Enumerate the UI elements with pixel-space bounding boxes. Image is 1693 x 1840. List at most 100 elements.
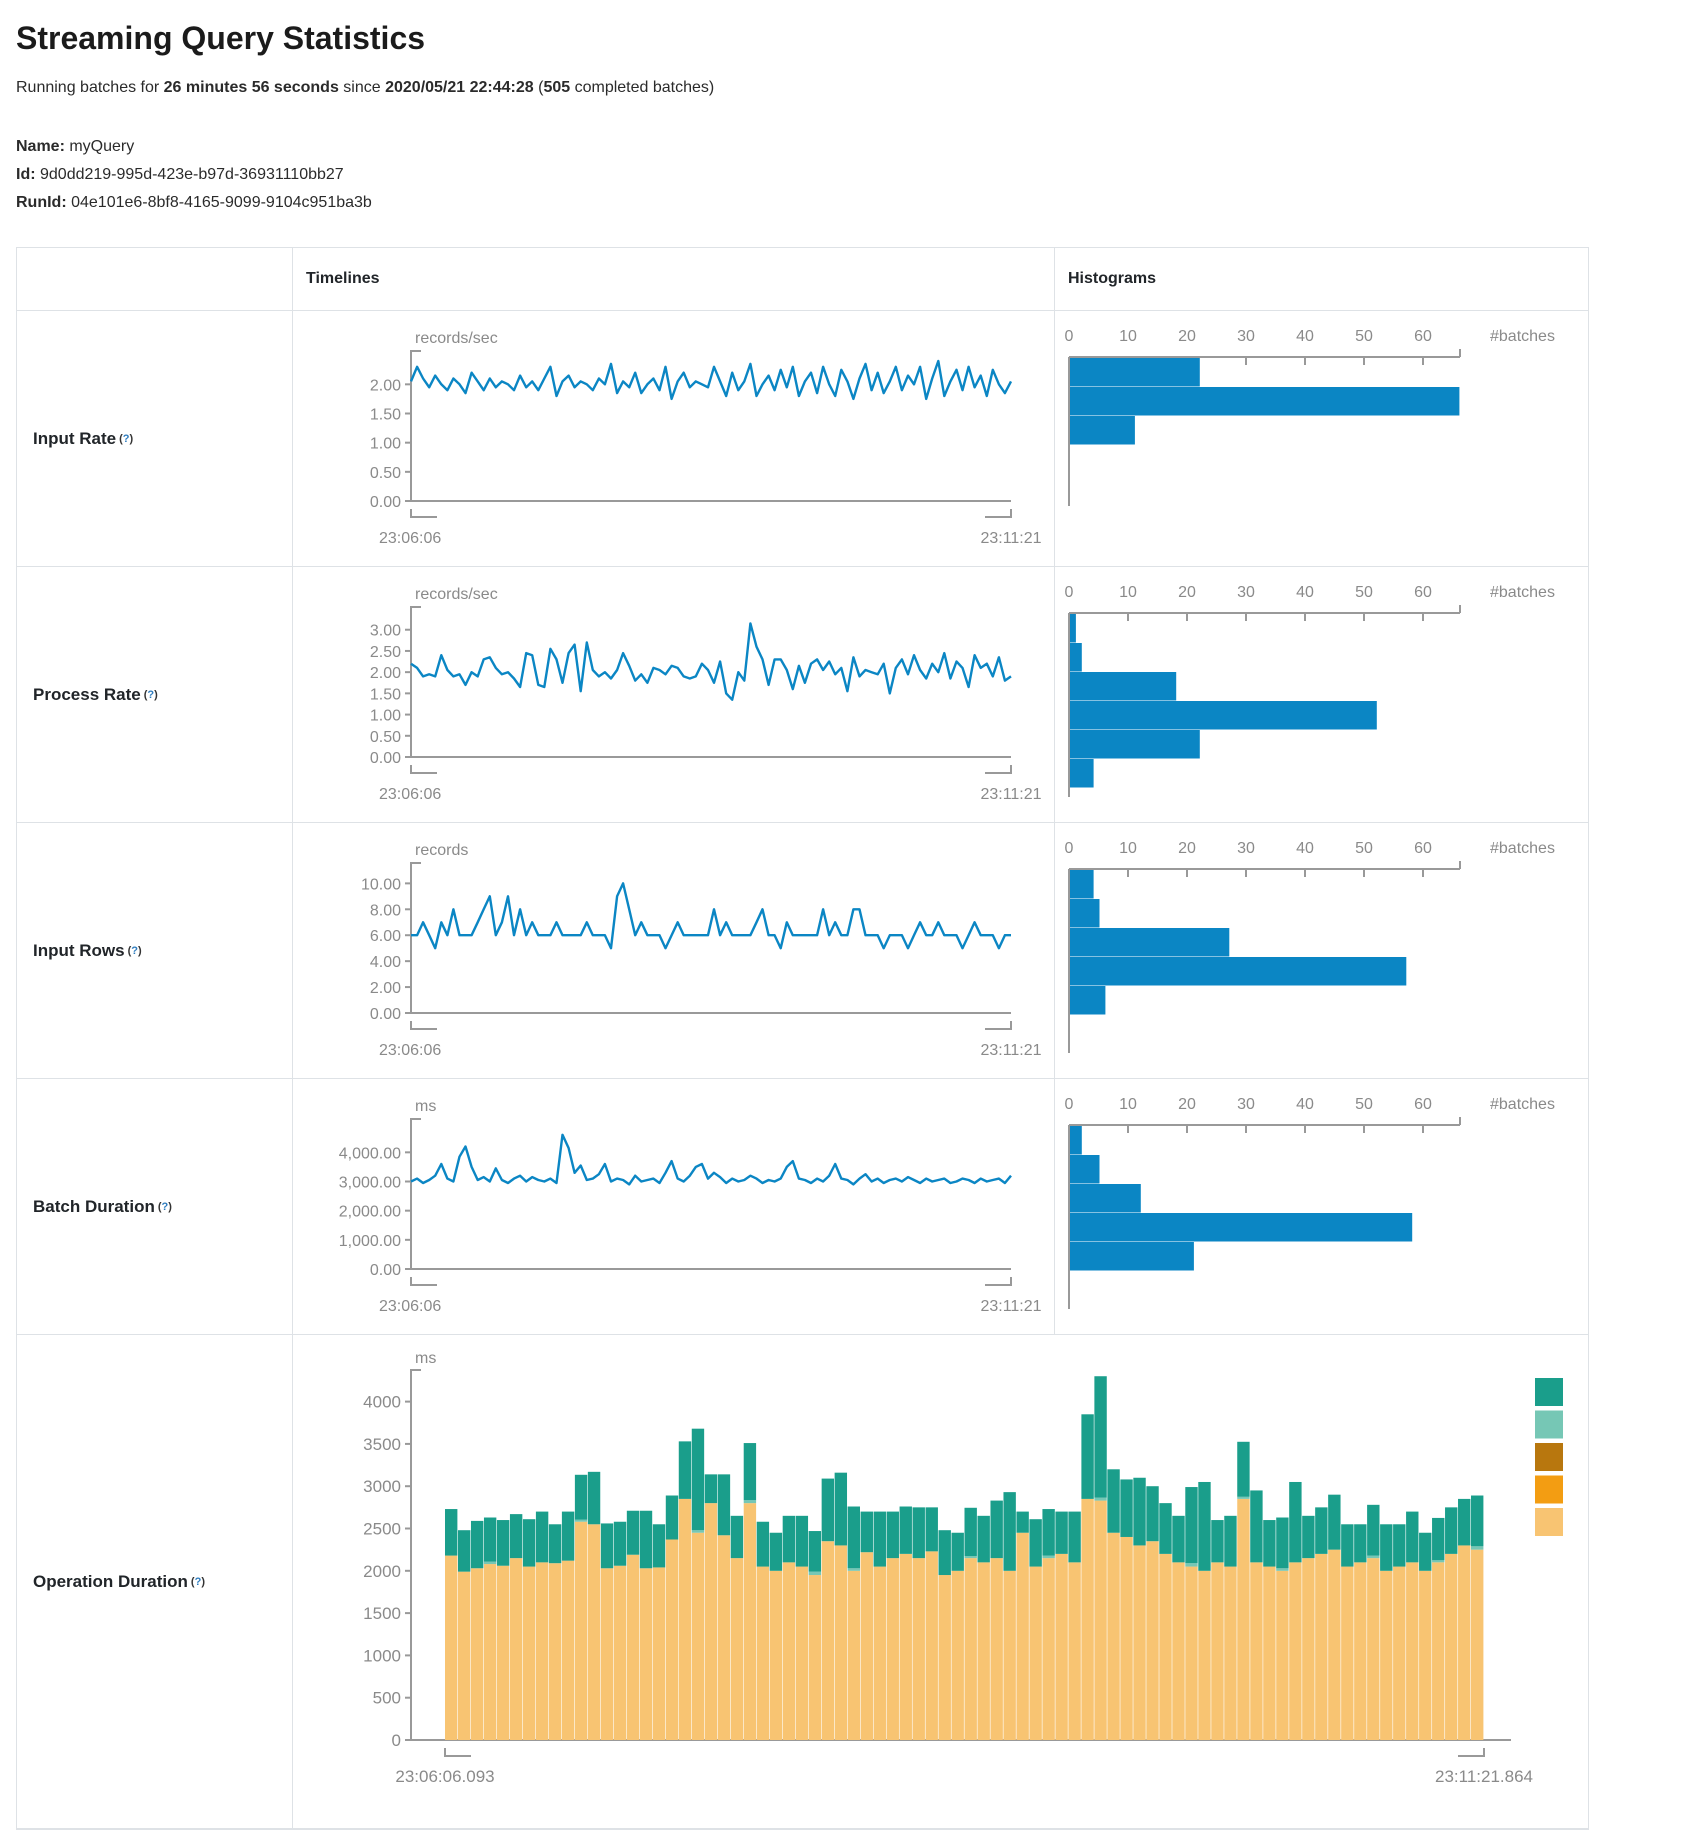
legend-swatch-4 bbox=[1535, 1508, 1563, 1536]
svg-text:50: 50 bbox=[1355, 1096, 1373, 1113]
svg-text:#batches: #batches bbox=[1490, 584, 1555, 601]
query-info: Name: myQuery Id: 9d0dd219-995d-423e-b97… bbox=[16, 133, 1677, 217]
running-batches-summary: Running batches for 26 minutes 56 second… bbox=[16, 79, 1677, 97]
row-label-text: Operation Duration bbox=[33, 1571, 188, 1591]
svg-text:30: 30 bbox=[1237, 1096, 1255, 1113]
help-icon[interactable]: (?) bbox=[127, 944, 142, 957]
svg-text:23:11:21.864: 23:11:21.864 bbox=[1435, 1767, 1533, 1786]
start-time: 2020/05/21 22:44:28 bbox=[385, 79, 534, 96]
query-id-value: 9d0dd219-995d-423e-b97d-36931110bb27 bbox=[35, 166, 344, 183]
svg-text:2.00: 2.00 bbox=[370, 665, 401, 682]
svg-text:10.00: 10.00 bbox=[361, 876, 401, 893]
svg-text:30: 30 bbox=[1237, 328, 1255, 345]
row-label-input-rows: Input Rows (?) bbox=[17, 823, 293, 1079]
svg-text:20: 20 bbox=[1178, 840, 1196, 857]
svg-text:0: 0 bbox=[392, 1731, 401, 1750]
table-row-operation-duration: Operation Duration (?) ms 4000 3500 3000 2500… bbox=[17, 1335, 1588, 1829]
input-rate-histogram-chart: 0 10 20 30 40 50 60 #batches bbox=[1055, 311, 1588, 567]
svg-text:40: 40 bbox=[1296, 840, 1314, 857]
row-label-text: Batch Duration bbox=[33, 1196, 155, 1216]
svg-text:3000: 3000 bbox=[363, 1477, 401, 1496]
table-row-input-rate: Input Rate (?) records/sec 2.00 1.50 1.00 0.5… bbox=[17, 311, 1588, 567]
svg-text:500: 500 bbox=[373, 1689, 401, 1708]
svg-text:30: 30 bbox=[1237, 584, 1255, 601]
svg-text:#batches: #batches bbox=[1490, 1096, 1555, 1113]
input-rows-timeline-chart: records 10.00 8.00 6.00 4.00 2.00 0.00 23:06:06… bbox=[293, 823, 1055, 1079]
svg-text:50: 50 bbox=[1355, 840, 1373, 857]
svg-text:0: 0 bbox=[1065, 328, 1074, 345]
svg-text:2500: 2500 bbox=[363, 1520, 401, 1539]
query-id-line: Id: 9d0dd219-995d-423e-b97d-36931110bb27 bbox=[16, 161, 1677, 189]
svg-text:20: 20 bbox=[1178, 584, 1196, 601]
svg-text:3,000.00: 3,000.00 bbox=[339, 1175, 401, 1192]
row-label-text: Input Rate bbox=[33, 428, 117, 448]
legend-swatch-1 bbox=[1535, 1410, 1563, 1439]
row-label-operation-duration: Operation Duration (?) bbox=[17, 1335, 293, 1829]
svg-text:0.50: 0.50 bbox=[370, 729, 401, 746]
svg-text:1000: 1000 bbox=[363, 1646, 401, 1665]
input-rows-histogram-chart: 0 10 20 30 40 50 60 #batches bbox=[1055, 823, 1588, 1079]
help-icon[interactable]: (?) bbox=[157, 1200, 172, 1213]
svg-text:#batches: #batches bbox=[1490, 328, 1555, 345]
row-label-text: Process Rate bbox=[33, 684, 141, 704]
svg-text:50: 50 bbox=[1355, 328, 1373, 345]
query-id-label: Id: bbox=[16, 166, 36, 183]
svg-text:23:06:06.093: 23:06:06.093 bbox=[395, 1767, 494, 1786]
input-rate-timeline-chart: records/sec 2.00 1.50 1.00 0.50 0.00 23:06:06 2… bbox=[293, 311, 1055, 567]
svg-text:60: 60 bbox=[1414, 328, 1432, 345]
help-icon[interactable]: (?) bbox=[190, 1575, 205, 1588]
svg-text:50: 50 bbox=[1355, 584, 1373, 601]
svg-text:20: 20 bbox=[1178, 1096, 1196, 1113]
svg-text:4.00: 4.00 bbox=[370, 954, 401, 971]
svg-text:2.00: 2.00 bbox=[370, 377, 401, 394]
process-rate-histogram-chart: 0 10 20 30 40 50 60 #batches bbox=[1055, 567, 1588, 823]
legend-swatch-3 bbox=[1535, 1475, 1563, 1504]
header-timelines: Timelines bbox=[293, 248, 1055, 311]
svg-text:10: 10 bbox=[1119, 1096, 1137, 1113]
since-text: since bbox=[338, 79, 386, 96]
table-row-process-rate: Process Rate (?) records/sec 3.00 2.50 2.00 1… bbox=[17, 567, 1588, 823]
svg-text:2.00: 2.00 bbox=[370, 980, 401, 997]
svg-text:records/sec: records/sec bbox=[415, 330, 498, 347]
svg-text:1.00: 1.00 bbox=[370, 708, 401, 725]
operation-duration-chart: ms 4000 3500 3000 2500 2000 1500 1000 500 0 23:06:… bbox=[293, 1335, 1588, 1829]
header-empty-cell bbox=[17, 248, 293, 311]
svg-text:60: 60 bbox=[1414, 1096, 1432, 1113]
svg-text:23:11:21: 23:11:21 bbox=[980, 1042, 1041, 1059]
running-duration: 26 minutes 56 seconds bbox=[163, 79, 339, 96]
svg-text:40: 40 bbox=[1296, 328, 1314, 345]
batch-duration-histogram-chart: 0 10 20 30 40 50 60 #batches bbox=[1055, 1079, 1588, 1335]
svg-text:1.50: 1.50 bbox=[370, 686, 401, 703]
svg-text:20: 20 bbox=[1178, 328, 1196, 345]
svg-text:1.50: 1.50 bbox=[370, 407, 401, 424]
svg-text:4,000.00: 4,000.00 bbox=[339, 1145, 401, 1162]
svg-text:1500: 1500 bbox=[363, 1604, 401, 1623]
row-label-batch-duration: Batch Duration (?) bbox=[17, 1079, 293, 1335]
svg-text:0.00: 0.00 bbox=[370, 494, 401, 511]
svg-text:3.00: 3.00 bbox=[370, 623, 401, 640]
svg-text:23:11:21: 23:11:21 bbox=[980, 786, 1041, 803]
row-label-process-rate: Process Rate (?) bbox=[17, 567, 293, 823]
svg-text:records/sec: records/sec bbox=[415, 586, 498, 603]
svg-text:23:11:21: 23:11:21 bbox=[980, 1298, 1041, 1315]
help-icon[interactable]: (?) bbox=[143, 688, 158, 701]
row-label-input-rate: Input Rate (?) bbox=[17, 311, 293, 567]
svg-text:0.00: 0.00 bbox=[370, 1262, 401, 1279]
table-row-batch-duration: Batch Duration (?) ms 4,000.00 3,000.00 2,00… bbox=[17, 1079, 1588, 1335]
svg-text:10: 10 bbox=[1119, 328, 1137, 345]
paren-open: ( bbox=[533, 79, 544, 96]
query-name-value: myQuery bbox=[64, 138, 135, 155]
svg-text:0.00: 0.00 bbox=[370, 750, 401, 767]
completed-batches-count: 505 bbox=[543, 79, 571, 96]
batch-duration-timeline-chart: ms 4,000.00 3,000.00 2,000.00 1,000.00 0.00 23… bbox=[293, 1079, 1055, 1335]
paren-close: completed batches) bbox=[570, 79, 715, 96]
svg-text:#batches: #batches bbox=[1490, 840, 1555, 857]
svg-text:1,000.00: 1,000.00 bbox=[339, 1233, 401, 1250]
svg-text:2.50: 2.50 bbox=[370, 644, 401, 661]
svg-text:60: 60 bbox=[1414, 584, 1432, 601]
statistics-table: Timelines Histograms Input Rate (?) recor… bbox=[16, 247, 1589, 1830]
svg-text:0.50: 0.50 bbox=[370, 465, 401, 482]
process-rate-timeline-chart: records/sec 3.00 2.50 2.00 1.50 1.00 0.50 0.00 2… bbox=[293, 567, 1055, 823]
query-name-line: Name: myQuery bbox=[16, 133, 1677, 161]
help-icon[interactable]: (?) bbox=[119, 432, 134, 445]
